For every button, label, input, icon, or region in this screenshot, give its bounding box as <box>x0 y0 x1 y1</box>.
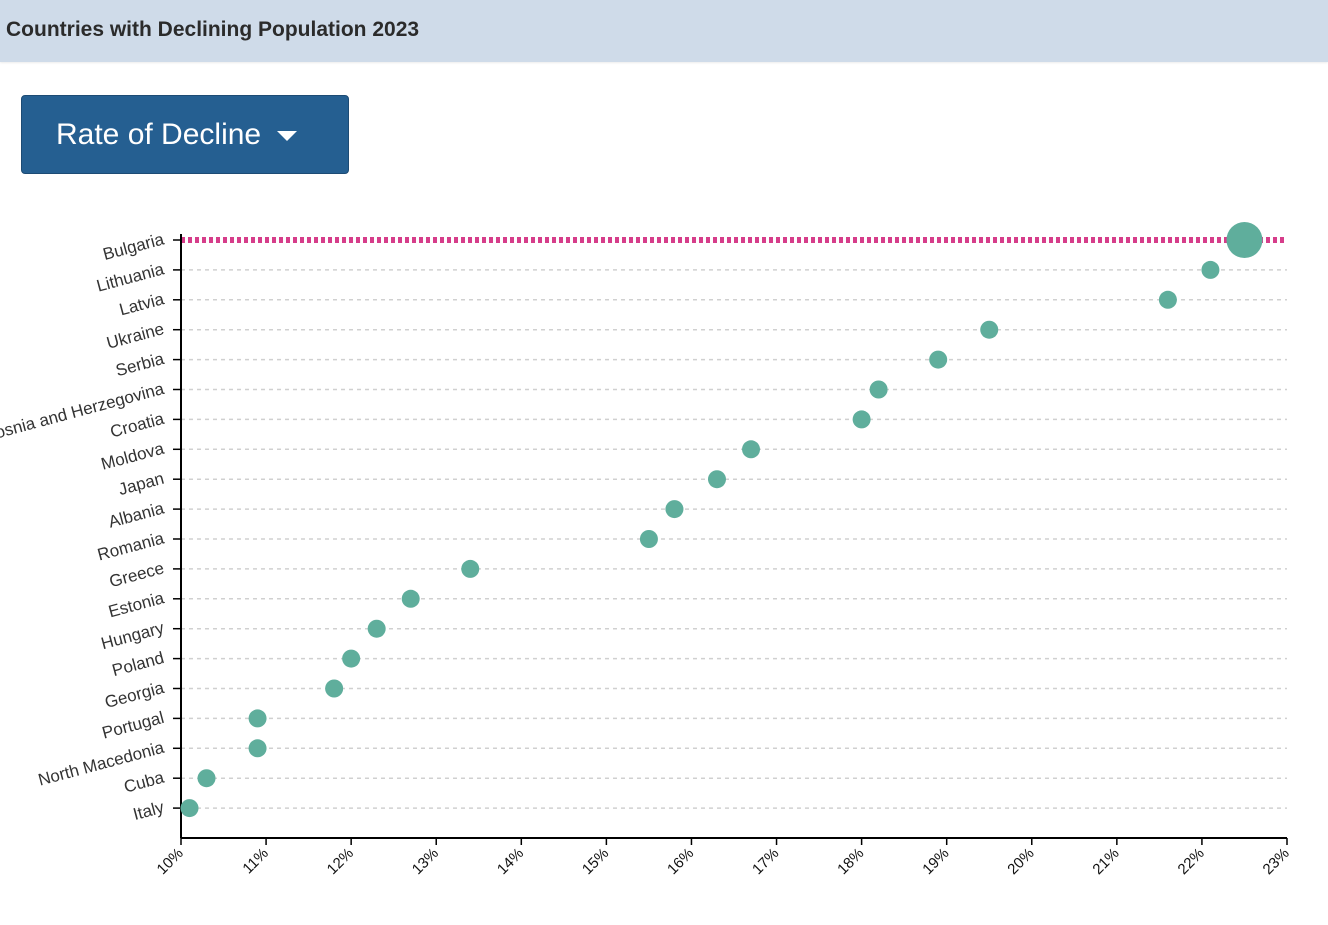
y-tick-label: Japan <box>116 469 166 499</box>
data-point <box>342 649 361 668</box>
y-tick-label: Georgia <box>103 678 167 712</box>
data-point <box>180 799 199 818</box>
data-point <box>248 709 267 728</box>
data-point <box>461 559 480 578</box>
data-point <box>248 739 267 758</box>
y-tick-label: Albania <box>106 498 166 531</box>
axes: BulgariaLithuaniaLatviaUkraineSerbiaBosn… <box>0 229 1293 878</box>
data-point <box>1201 260 1220 279</box>
page-title: Countries with Declining Population 2023 <box>6 18 420 41</box>
x-tick-label: 17% <box>749 845 782 878</box>
data-point <box>665 500 684 519</box>
x-tick-label: 13% <box>409 845 442 878</box>
grid-lines <box>181 269 1287 809</box>
data-point <box>929 350 948 369</box>
data-point <box>197 769 216 788</box>
data-point <box>852 410 871 429</box>
data-point <box>742 440 761 459</box>
data-point <box>980 320 999 339</box>
y-tick-label: Moldova <box>99 439 167 474</box>
x-tick-label: 14% <box>494 845 527 878</box>
data-point <box>401 589 420 608</box>
x-tick-label: 19% <box>919 845 952 878</box>
metric-dropdown-label: Rate of Decline <box>56 117 262 151</box>
x-tick-label: 10% <box>154 845 187 878</box>
data-point <box>869 380 888 399</box>
x-tick-label: 21% <box>1089 845 1122 878</box>
y-tick-label: Greece <box>107 558 166 591</box>
y-tick-label: Portugal <box>100 708 166 743</box>
y-tick-label: Hungary <box>99 618 166 653</box>
y-tick-label: Croatia <box>108 409 166 442</box>
y-tick-label: Latvia <box>117 289 166 319</box>
y-tick-label: Poland <box>110 648 166 680</box>
x-tick-label: 18% <box>834 845 867 878</box>
data-point <box>367 619 386 638</box>
x-tick-label: 11% <box>239 845 271 877</box>
y-tick-label: Bosnia and Herzegovina <box>0 379 167 445</box>
data-point <box>325 679 344 698</box>
y-tick-label: Ukraine <box>105 319 167 353</box>
x-tick-label: 22% <box>1174 845 1207 878</box>
header-bar: Countries with Declining Population 2023 <box>0 0 1328 62</box>
x-tick-label: 12% <box>324 845 357 878</box>
data-points <box>180 222 1263 818</box>
data-point <box>639 530 658 548</box>
metric-dropdown[interactable]: Rate of Decline <box>21 95 349 174</box>
x-tick-label: 15% <box>579 845 612 878</box>
y-tick-label: Estonia <box>106 588 166 621</box>
data-point <box>1158 290 1177 309</box>
y-tick-label: Bulgaria <box>101 229 167 264</box>
data-point <box>707 470 726 489</box>
y-tick-label: Italy <box>131 797 167 824</box>
y-tick-label: Serbia <box>114 349 167 380</box>
x-tick-label: 20% <box>1004 845 1037 878</box>
data-point-highlighted <box>1226 222 1263 258</box>
caret-down-icon <box>277 130 298 141</box>
x-tick-label: 16% <box>664 845 697 878</box>
y-tick-label: Cuba <box>122 768 167 797</box>
x-tick-label: 23% <box>1260 845 1293 878</box>
